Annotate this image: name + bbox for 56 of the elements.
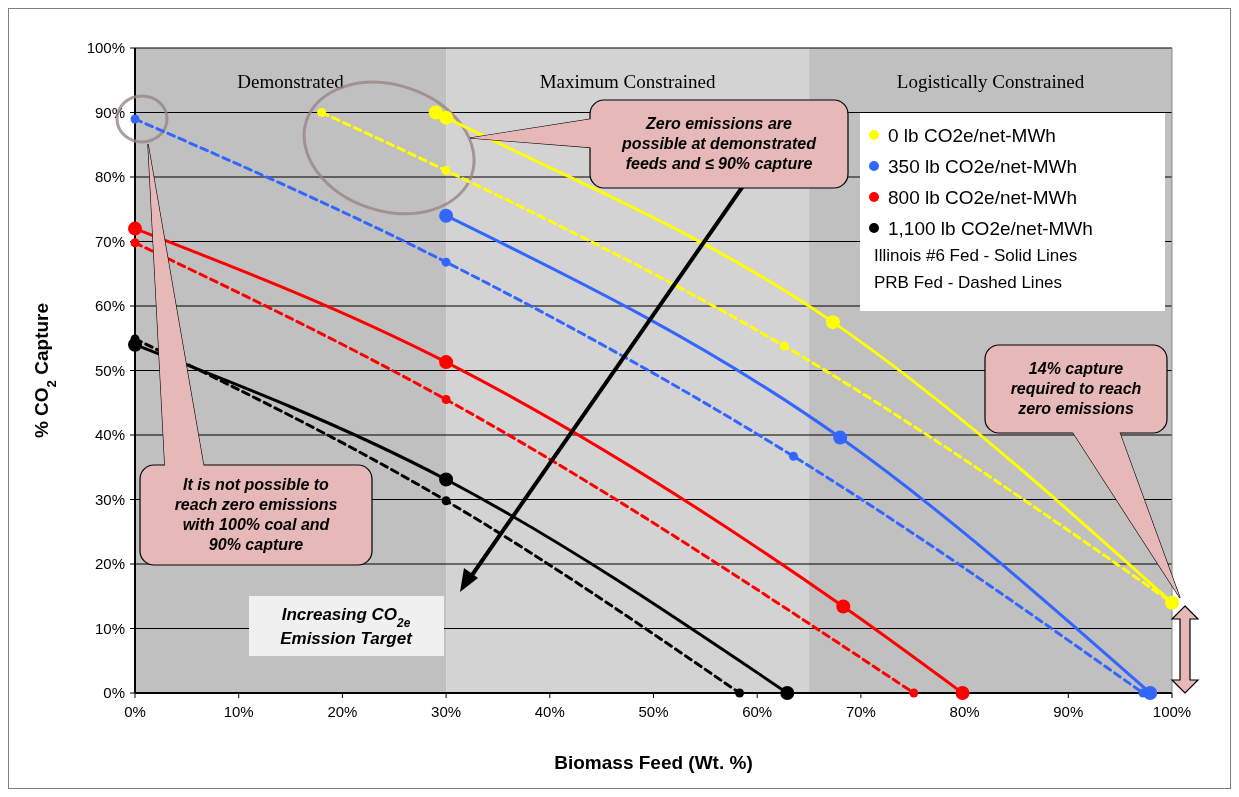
- annotation: PRB Fed - Dashed Lines: [874, 272, 1063, 292]
- x-tick-label: 90%: [1053, 703, 1084, 720]
- point: [128, 221, 142, 236]
- x-tick-label: 0%: [124, 703, 146, 720]
- y-tick-label: 90%: [94, 103, 125, 121]
- y-tick-label: 40%: [94, 426, 125, 444]
- point: [780, 686, 795, 700]
- y-tick-label: 100%: [86, 39, 125, 57]
- point: [441, 395, 451, 405]
- point: [833, 430, 848, 445]
- y-tick-label: 10%: [94, 619, 125, 637]
- y-tick-label: 70%: [94, 232, 125, 250]
- point: [789, 451, 798, 461]
- y-tick-label: 60%: [94, 297, 125, 315]
- point: [441, 496, 451, 506]
- x-tick-label: 60%: [742, 703, 773, 720]
- point: [439, 355, 454, 370]
- legend-label: 0 lb CO2e/net-MWh: [888, 124, 1056, 146]
- point: [441, 166, 451, 176]
- y-tick-label: 50%: [94, 361, 125, 379]
- point: [836, 599, 851, 614]
- point: [735, 688, 745, 698]
- point: [441, 257, 451, 267]
- x-tick-label: 30%: [431, 703, 462, 720]
- y-tick-label: 80%: [94, 168, 125, 186]
- x-tick-label: 20%: [327, 703, 358, 720]
- point: [439, 472, 454, 487]
- legend-label: 1,100 lb CO2e/net-MWh: [888, 217, 1093, 239]
- band-label: Maximum Constrained: [539, 71, 716, 92]
- y-tick-label: 20%: [94, 555, 125, 573]
- annotation: Zero emissions are possible at demonstrated feeds and ≤ 90% capture: [621, 115, 818, 172]
- point: [317, 108, 327, 117]
- legend-label: 350 lb CO2e/net-MWh: [888, 155, 1078, 177]
- annotation: 14% capture required to reach zero emissions: [1010, 360, 1142, 417]
- annotation: Illinois #6 Fed - Solid Lines: [874, 245, 1078, 265]
- y-tick-label: 30%: [94, 490, 125, 508]
- point: [955, 686, 970, 700]
- point: [439, 208, 454, 223]
- point: [130, 238, 140, 248]
- band-label: Demonstrated: [237, 71, 345, 92]
- x-tick-label: 100%: [1152, 703, 1192, 720]
- point: [779, 341, 789, 351]
- x-tick-label: 80%: [949, 703, 980, 720]
- x-tick-label: 10%: [223, 703, 254, 720]
- point: [825, 315, 840, 330]
- x-tick-label: 40%: [534, 703, 565, 720]
- x-tick-label: 50%: [638, 703, 669, 720]
- point: [439, 110, 454, 125]
- band-label: Logistically Constrained: [896, 71, 1085, 92]
- point: [909, 688, 919, 698]
- annotation: It is not possible to reach zero emissions with 100% coal and 90% capture: [174, 476, 338, 553]
- x-axis-title: Biomass Feed (Wt. %): [554, 752, 753, 773]
- y-tick-label: 0%: [103, 684, 125, 702]
- legend-label: 800 lb CO2e/net-MWh: [888, 186, 1078, 208]
- x-tick-label: 70%: [845, 703, 876, 720]
- annotation: Increasing CO$_{2e}$ Emission Target: [280, 605, 414, 648]
